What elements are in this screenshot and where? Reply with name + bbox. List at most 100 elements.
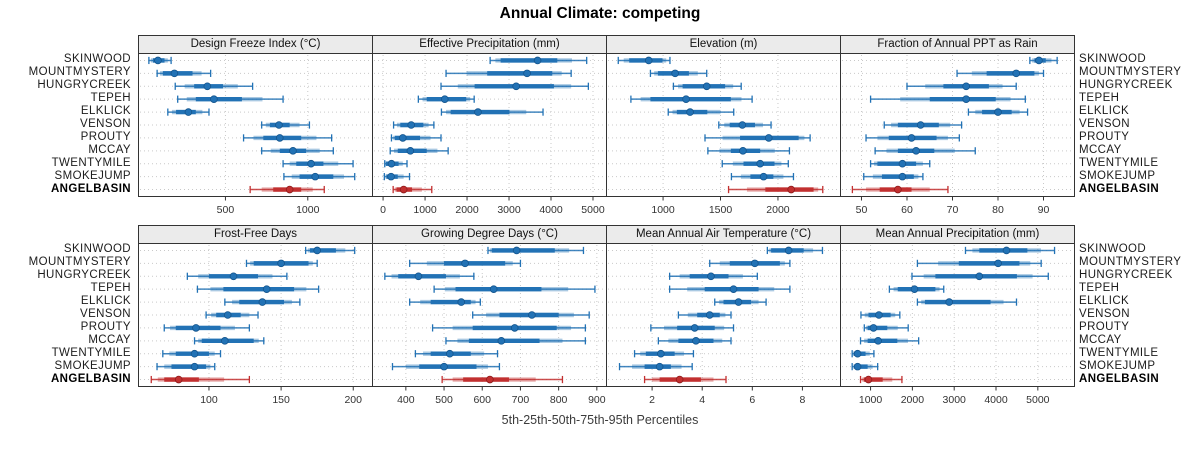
median-dot bbox=[907, 134, 916, 142]
series-tepeh bbox=[417, 95, 475, 103]
x-tick-label: 4000 bbox=[984, 394, 1008, 406]
median-dot bbox=[174, 375, 183, 384]
median-dot bbox=[461, 259, 469, 268]
median-dot bbox=[307, 159, 315, 168]
x-tick-label: 900 bbox=[588, 394, 606, 406]
series-skinwood bbox=[617, 56, 671, 65]
site-label-right-elklick: ELKLICK bbox=[1079, 295, 1130, 308]
median-dot bbox=[910, 285, 919, 293]
median-dot bbox=[533, 56, 542, 65]
series-smokejump bbox=[383, 172, 411, 181]
x-tick-label: 0 bbox=[380, 204, 386, 216]
median-dot bbox=[759, 172, 768, 181]
median-dot bbox=[894, 185, 902, 194]
site-label-right-mccay: MCCAY bbox=[1079, 143, 1122, 156]
median-dot bbox=[203, 82, 212, 91]
series-hungrycreek bbox=[440, 82, 590, 91]
median-dot bbox=[898, 172, 907, 181]
x-tick-label: 3000 bbox=[497, 204, 521, 216]
median-dot bbox=[994, 259, 1002, 268]
median-dot bbox=[457, 298, 466, 306]
percentiles-caption: 5th-25th-50th-75th-95th Percentiles bbox=[501, 413, 699, 427]
median-dot bbox=[764, 134, 773, 142]
series-elklick bbox=[440, 108, 544, 116]
median-dot bbox=[675, 375, 684, 384]
median-dot bbox=[445, 349, 454, 358]
panel-design-freeze-index: Design Freeze Index (°C) bbox=[138, 35, 373, 197]
series-skinwood bbox=[489, 56, 588, 65]
series-venson bbox=[718, 121, 772, 129]
panel-plot-growing-degree-days bbox=[374, 245, 605, 385]
series-skinwood bbox=[964, 246, 1056, 255]
panel-plot-elevation bbox=[608, 55, 839, 195]
x-tick-label: 1000 bbox=[859, 394, 883, 406]
site-label-left-hungrycreek: HUNGRYCREEK bbox=[37, 269, 131, 282]
site-label-left-angelbasin: ANGELBASIN bbox=[50, 182, 131, 195]
site-label-left-twentymile: TWENTYMILE bbox=[51, 346, 131, 359]
series-skinwood bbox=[148, 56, 172, 65]
site-label-left-elklick: ELKLICK bbox=[80, 295, 131, 308]
site-label-left-skinwood: SKINWOOD bbox=[63, 243, 131, 256]
panel-strip-design-freeze-index: Design Freeze Index (°C) bbox=[139, 36, 372, 54]
x-tick-label: 2000 bbox=[766, 204, 790, 216]
median-dot bbox=[975, 272, 984, 281]
series-prouty bbox=[242, 134, 333, 142]
series-tepeh bbox=[177, 95, 284, 103]
gridlines bbox=[608, 245, 839, 385]
x-tick-label: 5000 bbox=[581, 204, 605, 216]
median-dot bbox=[440, 95, 449, 103]
panel-strip-growing-degree-days: Growing Degree Days (°C) bbox=[373, 226, 606, 244]
x-axis-elevation: 1000 1500 2000 bbox=[651, 196, 790, 216]
series-prouty bbox=[863, 324, 909, 332]
series-mountmystery bbox=[409, 259, 522, 268]
median-dot bbox=[387, 172, 395, 181]
series-twentymile bbox=[414, 349, 499, 358]
series-mccay bbox=[445, 337, 587, 345]
median-dot bbox=[962, 95, 970, 103]
median-dot bbox=[192, 324, 200, 332]
x-axis-fraction-ppt-rain: 50 60 70 80 90 bbox=[856, 196, 1050, 216]
panel-plot-design-freeze-index bbox=[140, 55, 371, 195]
site-label-right-hungrycreek: HUNGRYCREEK bbox=[1079, 269, 1173, 282]
panel-growing-degree-days: Growing Degree Days (°C) bbox=[372, 225, 607, 387]
x-axis-effective-precipitation: 0 1000 2000 3000 4000 5000 bbox=[380, 196, 605, 216]
x-tick-label: 200 bbox=[344, 394, 362, 406]
series-mountmystery bbox=[445, 69, 572, 78]
series-skinwood bbox=[1029, 56, 1058, 65]
x-tick-label: 70 bbox=[947, 204, 959, 216]
median-dot bbox=[387, 159, 396, 168]
median-dot bbox=[1012, 69, 1021, 78]
series-twentymile bbox=[162, 349, 222, 358]
median-dot bbox=[523, 69, 531, 78]
site-label-left-prouty: PROUTY bbox=[80, 320, 131, 333]
site-label-right-smokejump: SMOKEJUMP bbox=[1079, 169, 1156, 182]
site-label-left-skinwood: SKINWOOD bbox=[63, 53, 131, 66]
median-dot bbox=[510, 324, 519, 332]
site-label-left-smokejump: SMOKEJUMP bbox=[54, 359, 131, 372]
series-tepeh bbox=[433, 285, 596, 293]
series-venson bbox=[472, 311, 590, 319]
series-elklick bbox=[167, 108, 210, 116]
series-twentymile bbox=[721, 159, 789, 168]
median-dot bbox=[702, 82, 711, 91]
series-angelbasin bbox=[150, 375, 251, 384]
median-dot bbox=[489, 285, 498, 293]
series-angelbasin bbox=[643, 375, 727, 384]
median-dot bbox=[1035, 56, 1043, 65]
panel-effective-precipitation: Effective Precipitation (mm) bbox=[372, 35, 607, 197]
panel-plot-mean-annual-precip bbox=[842, 245, 1073, 385]
series-smokejump bbox=[391, 362, 501, 371]
x-axis-mean-annual-air-temp: 2 4 6 8 bbox=[649, 386, 805, 406]
median-dot bbox=[853, 362, 862, 371]
series-hungrycreek bbox=[668, 272, 758, 281]
series-elklick bbox=[667, 108, 735, 116]
panel-plot-effective-precipitation bbox=[374, 55, 605, 195]
site-label-left-venson: VENSON bbox=[80, 118, 131, 130]
series-mountmystery bbox=[156, 69, 212, 78]
panel-strip-frost-free-days: Frost-Free Days bbox=[139, 226, 372, 244]
x-tick-label: 80 bbox=[992, 204, 1004, 216]
x-tick-label: 800 bbox=[550, 394, 568, 406]
series-elklick bbox=[714, 298, 767, 306]
median-dot bbox=[497, 337, 506, 345]
x-axis-growing-degree-days: 400 500 600 700 800 900 bbox=[397, 386, 606, 406]
